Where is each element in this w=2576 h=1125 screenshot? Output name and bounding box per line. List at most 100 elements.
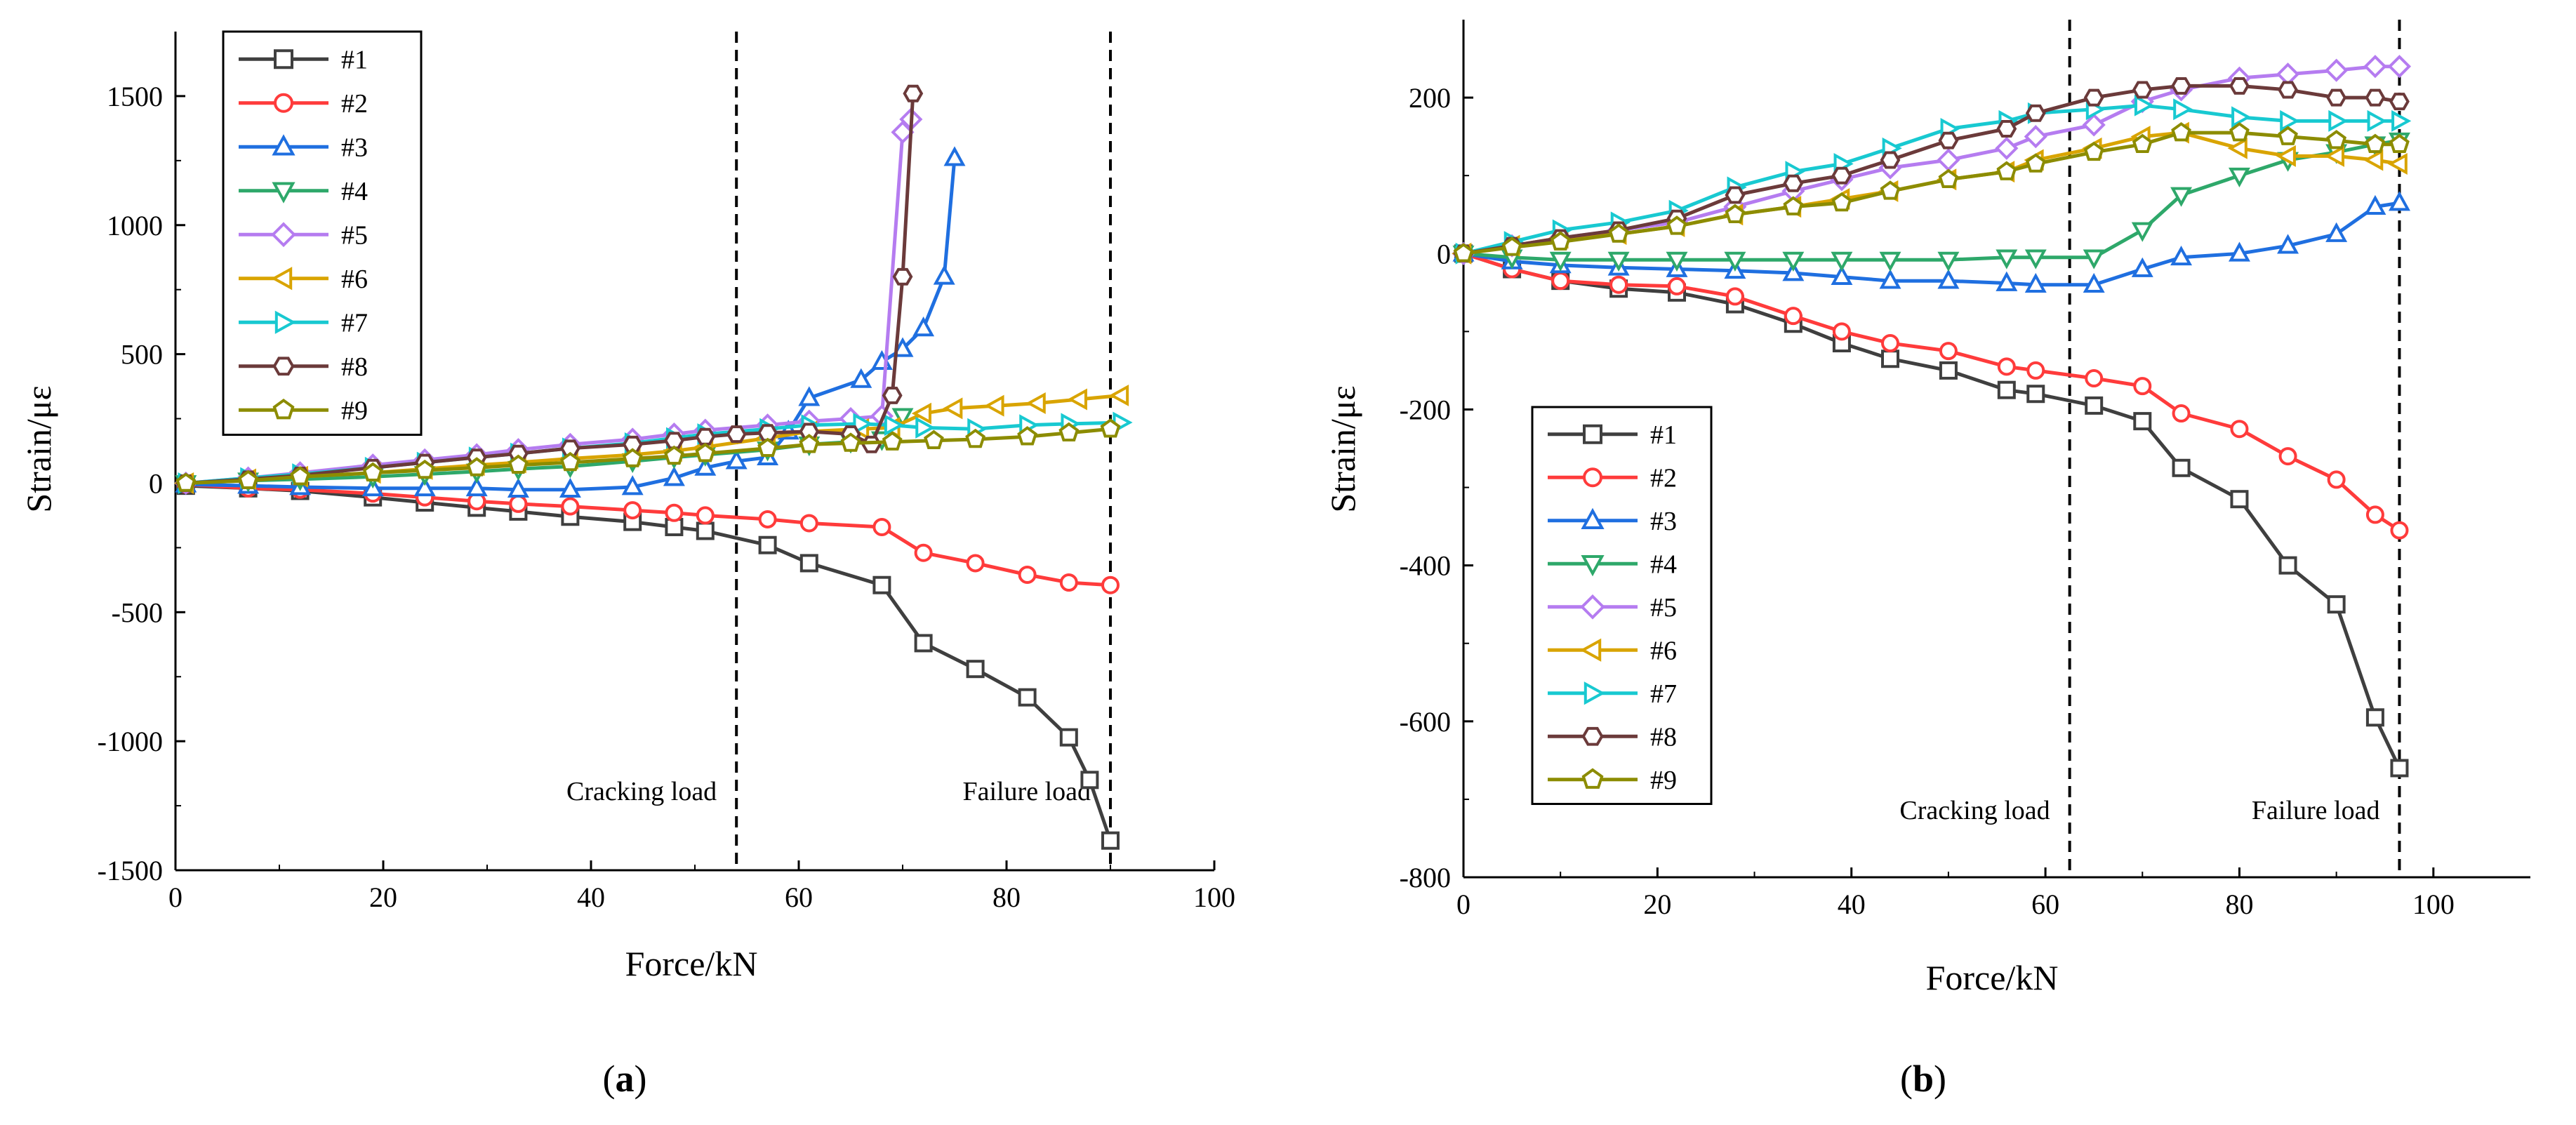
panel-b-legend-label-7: #7 [1650, 679, 1677, 709]
panel-b-series-2-point [2278, 447, 2297, 466]
panel-a-legend-label-4: #4 [341, 177, 368, 206]
panel-a-series-9-point [799, 434, 820, 453]
panel-a-series-3-point [621, 475, 644, 495]
panel-b-series-9 [1453, 121, 2410, 262]
panel-a-series-2-point [1059, 573, 1078, 592]
panel-a-x-tick-label: 100 [1193, 881, 1235, 913]
panel-a-series-8-point [757, 424, 778, 442]
panel-b-caption-letter: b [1913, 1058, 1934, 1100]
panel-a-series-9-point [560, 451, 580, 472]
panel-a-series-2-point [1101, 575, 1120, 594]
panel-b-series-8-point [2389, 93, 2410, 111]
panel-a-series-9-point [1058, 422, 1080, 441]
panel-a-legend-label-7: #7 [341, 308, 368, 338]
panel-b-series-8-point [2278, 81, 2298, 99]
panel-a-legend-label-1: #1 [341, 45, 368, 74]
panel-a-series-3-point [798, 386, 821, 406]
panel-b-series-1-point [1997, 380, 2016, 399]
panel-b-series-4-point [1782, 251, 1805, 272]
panel-b-series-8-point [2132, 81, 2153, 99]
panel-b-series-9-point [1880, 180, 1901, 200]
panel-a-series-3-point [663, 466, 685, 486]
panel-b-series-6-point [2363, 149, 2384, 171]
panel-a-legend-label-6: #6 [341, 265, 368, 294]
panel-a-y-tick-label: 0 [149, 467, 163, 499]
panel-a-series-9-point [924, 430, 944, 450]
panel-b-series-8-point [2365, 88, 2386, 107]
panel-a-y-tick-label: -1000 [98, 726, 163, 757]
panel-b-series-6-point [2324, 145, 2344, 167]
panel-a-series-9-point [965, 428, 985, 448]
panel-b-series-3 [1452, 191, 2410, 293]
panel-b-legend-label-1: #1 [1650, 420, 1677, 450]
panel-b-series-9-point [1938, 168, 1959, 188]
panel-b-series-9-point [2229, 121, 2250, 142]
panel-b-series-2-point [2133, 377, 2152, 396]
panel-a-caption-letter: a [616, 1058, 635, 1100]
panel-a-series-6-point [943, 397, 963, 420]
panel-a-series-9-point [362, 462, 383, 481]
panel-a-y-tick-label: 1000 [107, 210, 163, 241]
panel-b-series-1-point [1939, 361, 1958, 380]
panel-b-series-8-point [1725, 186, 1746, 204]
panel-a-legend-label-8: #8 [341, 352, 368, 382]
panel-b-series-7-point [2231, 106, 2252, 128]
panel-b-series-2-point [2230, 420, 2249, 439]
panel-b-series-6-point [2387, 153, 2408, 175]
panel-b-series-8-point [1880, 151, 1901, 169]
panel-b-series-4-point [2131, 222, 2153, 242]
panel-b-x-tick-label: 40 [1838, 888, 1866, 920]
panel-a-legend-label-3: #3 [341, 133, 368, 162]
panel-b-series-7-point [2367, 109, 2387, 132]
panel-a-series-2-point [665, 503, 684, 522]
panel-a-series-9-point [1100, 418, 1121, 438]
panel-b-series-4-point [1879, 251, 1901, 272]
panel-b-series-9-point [1666, 215, 1687, 235]
panel-a-legend-marker-3 [272, 134, 296, 156]
panel-a-legend-label-5: #5 [341, 220, 368, 250]
panel-a-legend-marker-6 [271, 267, 293, 291]
panel-b-series-7-point [2280, 109, 2300, 132]
panel-a-series-6-point [984, 394, 1004, 417]
panel-b-legend-marker-7 [1584, 681, 1605, 705]
panel-b-series-9-point [1996, 161, 2017, 180]
panel-b-series-8-point [2025, 104, 2046, 122]
panel-a-series-1-point [696, 521, 715, 540]
panel-b-series-1-point [1881, 350, 1899, 368]
panel-a-series-1-point [914, 634, 933, 653]
panel-a-series-7-point [884, 414, 905, 437]
panel-b-series-9-point [1725, 204, 1746, 223]
panel-b-legend-marker-8 [1581, 726, 1604, 746]
panel-b-x-tick-label: 80 [2225, 888, 2253, 920]
panel-b-series-3-point [2228, 241, 2250, 262]
panel-b-series-2-point [2327, 470, 2346, 489]
panel-b-series-3-point [2277, 234, 2299, 254]
panel-a-series-3-point [933, 265, 955, 285]
panel-a-series-7-point [853, 413, 873, 435]
panel-b-caption: (b) [1900, 1058, 1946, 1100]
panel-a-series-8-point [892, 267, 913, 286]
panel-b-series-3-point [2170, 246, 2193, 266]
panel-a-series-1-point [966, 660, 985, 679]
panel-a-series-2-point [758, 510, 777, 528]
panel-a-legend-marker-5 [271, 222, 296, 248]
panel-b-legend: #1 #2 #3 #4 #5 #6 #7 #8 #9 [1531, 406, 1713, 805]
panel-b-series-8 [1453, 76, 2410, 262]
panel-b-legend-marker-2 [1583, 467, 1602, 488]
panel-a-series-3-point [413, 477, 436, 497]
panel-b-y-tick-label: -800 [1400, 862, 1451, 893]
panel-a-y-axis-label: Strain/με [19, 385, 58, 512]
panel-b-series-4-point [1549, 251, 1572, 272]
panel-b-series-9-point [2326, 130, 2347, 149]
panel-b-y-tick-label: -200 [1400, 394, 1451, 425]
panel-b-series-3-point [2131, 257, 2153, 277]
panel-a-series-9 [175, 418, 1121, 492]
panel-b-series-9-point [1550, 231, 1571, 251]
panel-a-series-6-point [1108, 384, 1129, 406]
panel-b-series-2-point [1832, 322, 1851, 341]
panel-b-series-9-point [2278, 126, 2298, 145]
panel-b-series-9-point [2171, 121, 2191, 142]
panel-b-legend-marker-3 [1581, 507, 1605, 529]
panel-b-series-4-point [1724, 251, 1746, 272]
panel-a-series-2-point [561, 497, 580, 516]
